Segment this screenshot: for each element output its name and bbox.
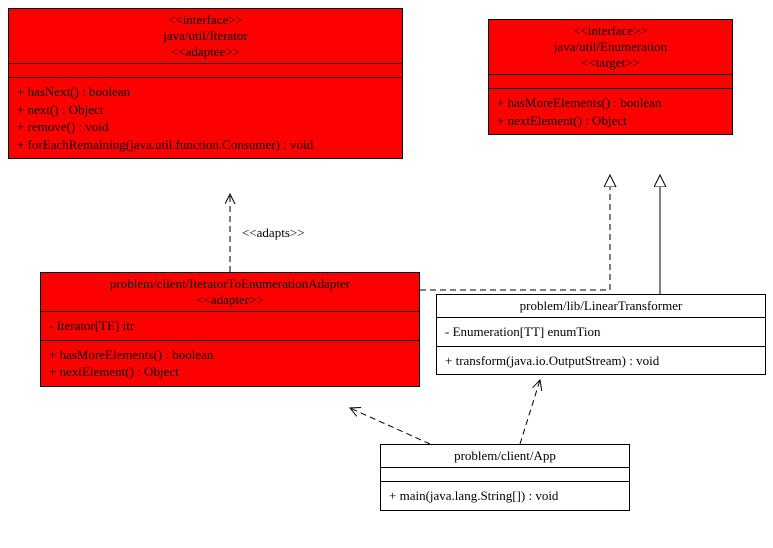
adapter-method: + nextElement() : Object — [49, 363, 411, 381]
app-method: + main(java.lang.String[]) : void — [389, 487, 621, 505]
enumeration-box: <<interface>> java/util/Enumeration <<ta… — [488, 19, 733, 135]
enumeration-title-section: <<interface>> java/util/Enumeration <<ta… — [489, 20, 732, 75]
adapter-box: problem/client/IteratorToEnumerationAdap… — [40, 272, 420, 387]
transformer-attrs: - Enumeration[TT] enumTion — [437, 318, 765, 347]
edge-app-adapter — [350, 408, 430, 444]
iterator-methods: + hasNext() : boolean + next() : Object … — [9, 78, 402, 158]
enumeration-method: + hasMoreElements() : boolean — [497, 94, 724, 112]
iterator-stereo2: <<adaptee>> — [17, 44, 394, 60]
app-title: problem/client/App — [389, 448, 621, 464]
app-methods: + main(java.lang.String[]) : void — [381, 482, 629, 510]
transformer-method: + transform(java.io.OutputStream) : void — [445, 352, 757, 370]
transformer-title: problem/lib/LinearTransformer — [445, 298, 757, 314]
adapter-methods: + hasMoreElements() : boolean + nextElem… — [41, 341, 419, 386]
edge-app-transformer — [520, 380, 540, 444]
transformer-methods: + transform(java.io.OutputStream) : void — [437, 347, 765, 375]
iterator-method: + next() : Object — [17, 101, 394, 119]
iterator-method: + forEachRemaining(java.util.function.Co… — [17, 136, 394, 154]
iterator-title: java/util/Iterator — [17, 28, 394, 44]
adapter-title-section: problem/client/IteratorToEnumerationAdap… — [41, 273, 419, 312]
iterator-attrs-empty — [9, 64, 402, 78]
enumeration-methods: + hasMoreElements() : boolean + nextElem… — [489, 89, 732, 134]
transformer-box: problem/lib/LinearTransformer - Enumerat… — [436, 294, 766, 375]
enumeration-stereo1: <<interface>> — [497, 23, 724, 39]
edge-adapter-enumeration — [420, 175, 610, 290]
iterator-method: + hasNext() : boolean — [17, 83, 394, 101]
iterator-stereo1: <<interface>> — [17, 12, 394, 28]
enumeration-stereo2: <<target>> — [497, 55, 724, 71]
app-title-section: problem/client/App — [381, 445, 629, 468]
transformer-title-section: problem/lib/LinearTransformer — [437, 295, 765, 318]
iterator-box: <<interface>> java/util/Iterator <<adapt… — [8, 8, 403, 159]
enumeration-attrs-empty — [489, 75, 732, 89]
app-box: problem/client/App + main(java.lang.Stri… — [380, 444, 630, 511]
adapts-label: <<adapts>> — [242, 225, 305, 241]
iterator-method: + remove() : void — [17, 118, 394, 136]
enumeration-title: java/util/Enumeration — [497, 39, 724, 55]
adapter-attr: - Iterator[TE] itr — [49, 317, 411, 335]
adapter-method: + hasMoreElements() : boolean — [49, 346, 411, 364]
transformer-attr: - Enumeration[TT] enumTion — [445, 323, 757, 341]
enumeration-method: + nextElement() : Object — [497, 112, 724, 130]
iterator-title-section: <<interface>> java/util/Iterator <<adapt… — [9, 9, 402, 64]
adapter-title: problem/client/IteratorToEnumerationAdap… — [49, 276, 411, 292]
adapter-attrs: - Iterator[TE] itr — [41, 312, 419, 341]
adapter-stereo: <<adapter>> — [49, 292, 411, 308]
app-attrs-empty — [381, 468, 629, 482]
